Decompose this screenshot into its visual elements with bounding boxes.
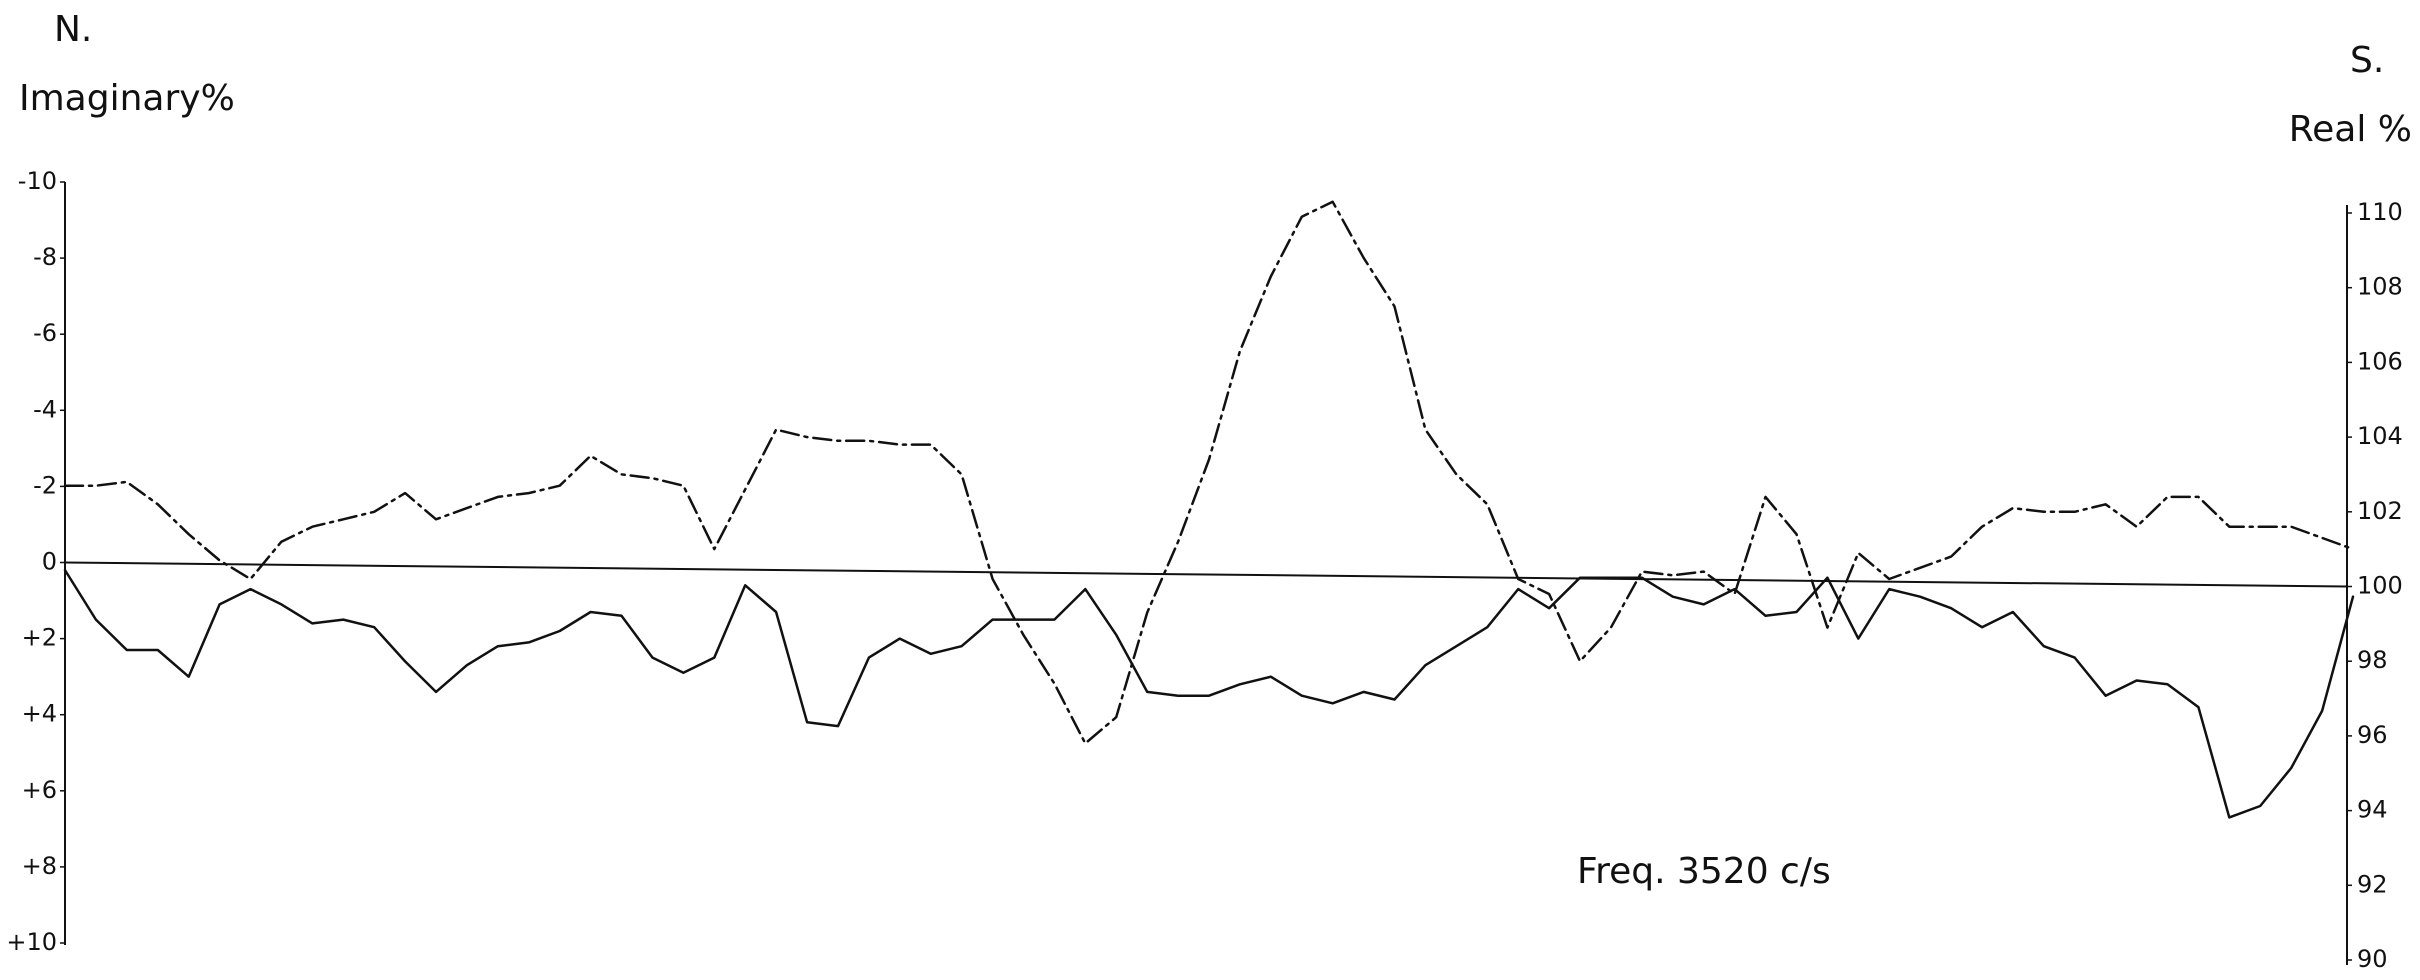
y2-tick-label: 108 <box>2357 273 2403 301</box>
y-tick-label: -8 <box>33 243 57 271</box>
y2-tick-label: 106 <box>2357 347 2403 375</box>
y2-axis-label: Real % <box>2289 109 2412 150</box>
y-tick-label: -2 <box>33 471 57 499</box>
y2-tick-label: 104 <box>2357 422 2403 450</box>
y-axis-label: Imaginary% <box>19 78 235 119</box>
y-tick-label: -6 <box>33 319 57 347</box>
y-tick-label: +8 <box>22 852 57 880</box>
y2-axis-mark: S. <box>2350 40 2384 81</box>
y-tick-label: +2 <box>22 624 57 652</box>
data-line <box>63 200 2355 745</box>
y2-tick-label: 90 <box>2357 945 2388 973</box>
y-tick-label: -4 <box>33 395 57 423</box>
y2-tick-label: 98 <box>2357 646 2388 674</box>
y-tick-label: +10 <box>6 928 57 956</box>
y-tick-label: +6 <box>22 776 57 804</box>
y2-tick-label: 96 <box>2357 721 2388 749</box>
reference-line <box>64 561 2348 588</box>
y-axis-mark: N. <box>54 9 92 50</box>
chart-title: Freq. 3520 c/s <box>1577 851 1831 892</box>
y2-tick-label: 102 <box>2357 497 2403 525</box>
y-tick-label: 0 <box>42 548 57 576</box>
y-tick-label: -10 <box>18 167 57 195</box>
y2-tick-label: 94 <box>2357 796 2388 824</box>
y-tick-label: +4 <box>22 700 57 728</box>
y2-tick-label: 110 <box>2357 198 2403 226</box>
data-line <box>63 568 2355 819</box>
y2-tick-label: 92 <box>2357 870 2388 898</box>
y2-tick-label: 100 <box>2357 572 2403 600</box>
